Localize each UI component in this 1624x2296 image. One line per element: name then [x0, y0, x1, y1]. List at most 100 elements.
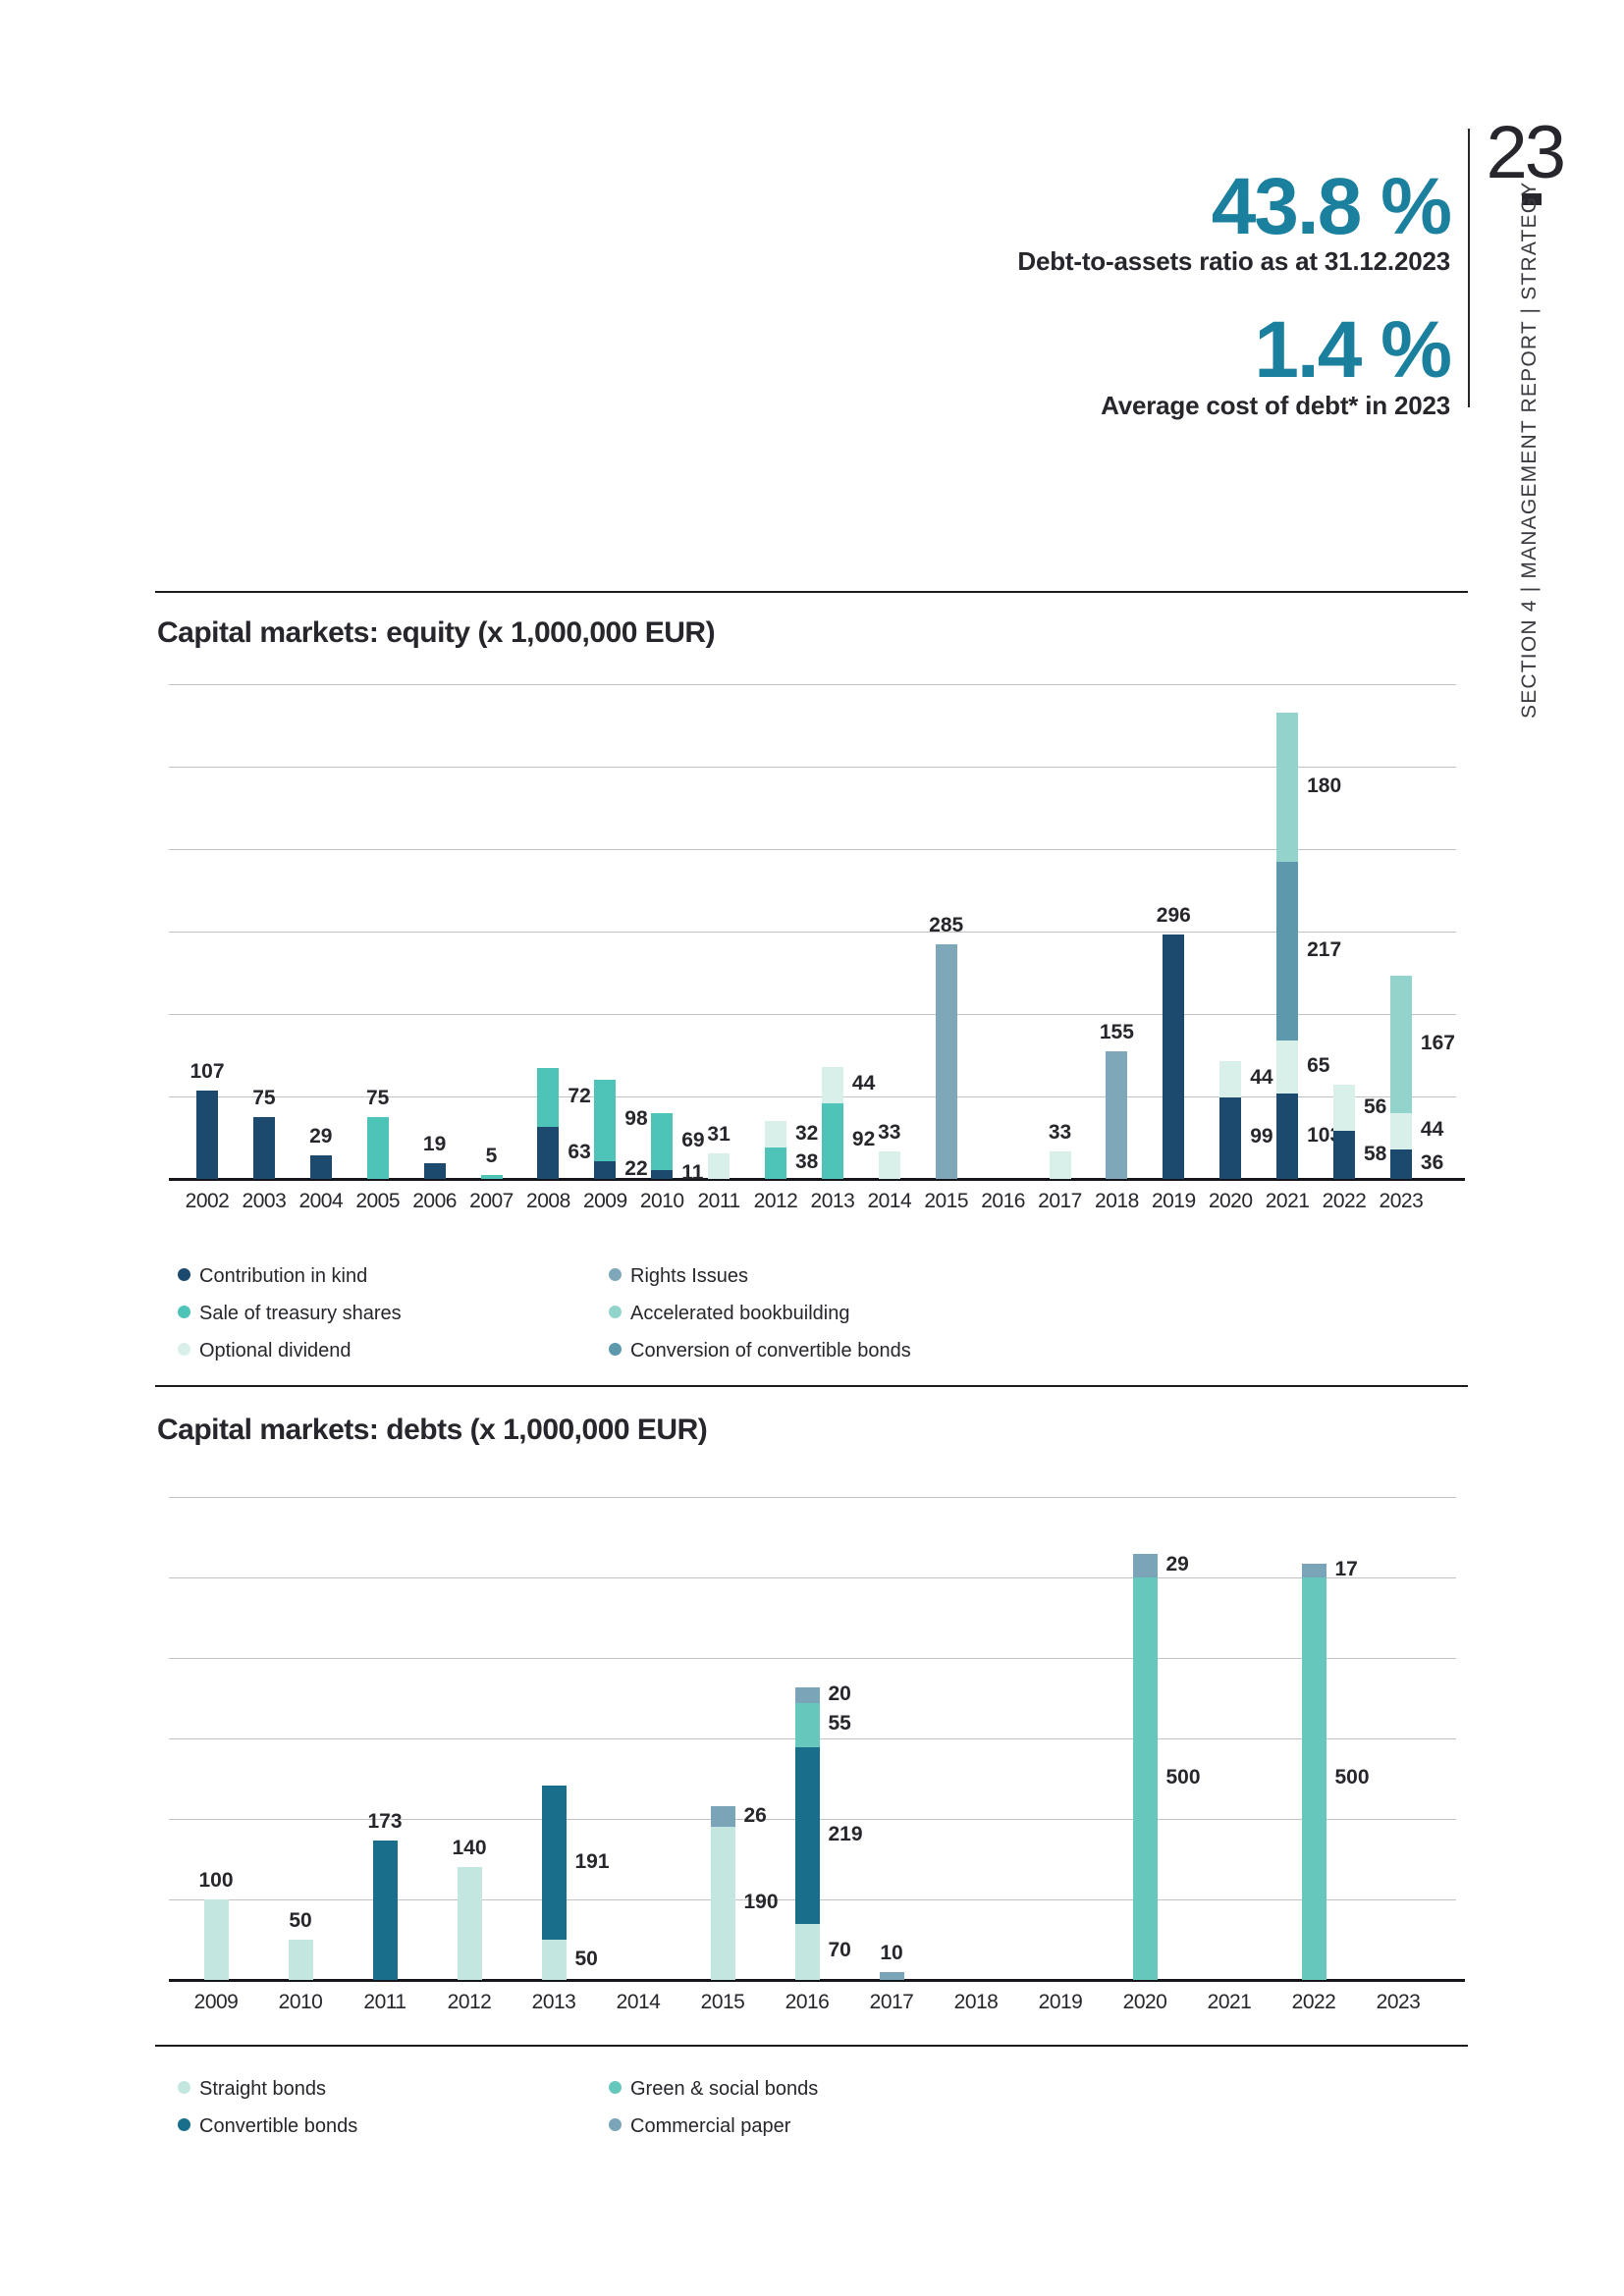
bar-value-label: 190	[743, 1891, 779, 1914]
bar-segment	[1276, 861, 1299, 1041]
axis-tick-label: 2022	[1322, 1190, 1367, 1212]
bar-value-label: 11	[681, 1161, 704, 1185]
bar-value-label: 296	[1156, 904, 1191, 928]
legend-item: Rights Issues	[630, 1265, 749, 1287]
axis-tick-label: 2015	[924, 1190, 969, 1212]
bar-segment	[1301, 1564, 1326, 1577]
bar-value-label: 100	[198, 1869, 234, 1892]
bar-segment	[537, 1127, 560, 1179]
bar-value-label: 98	[624, 1107, 648, 1131]
bar-segment	[594, 1160, 617, 1179]
bar-segment	[1219, 1060, 1242, 1097]
bar-value-label: 92	[851, 1128, 876, 1151]
gridline	[169, 1658, 1456, 1659]
bar-segment	[252, 1117, 275, 1179]
legend-item: Accelerated bookbuilding	[630, 1303, 850, 1324]
axis-tick-label: 2014	[867, 1190, 912, 1212]
axis-tick-label: 2020	[1122, 1991, 1167, 2013]
axis-tick-label: 2016	[981, 1190, 1025, 1212]
gridline	[169, 684, 1456, 685]
axis-tick-label: 2009	[582, 1190, 627, 1212]
axis-tick-label: 2010	[278, 1991, 323, 2013]
bar-segment	[1049, 1151, 1071, 1179]
bar-segment	[794, 1686, 820, 1703]
bar-value-label: 173	[367, 1810, 403, 1834]
bar-segment	[541, 1786, 567, 1940]
bar-value-label: 10	[880, 1941, 903, 1964]
page-number: 23	[1486, 111, 1566, 194]
legend-swatch	[609, 1343, 622, 1356]
gridline	[169, 1014, 1456, 1015]
bar-value-label: 63	[568, 1140, 591, 1163]
bar-segment	[821, 1102, 843, 1179]
bar-segment	[708, 1152, 731, 1179]
axis-tick-label: 2023	[1379, 1190, 1424, 1212]
gridline	[169, 849, 1456, 850]
axis-tick-label: 2022	[1291, 1991, 1336, 2013]
section-divider	[155, 2045, 1468, 2047]
bar-segment	[1389, 975, 1412, 1113]
bar-value-label: 29	[1165, 1553, 1189, 1576]
bar-segment	[480, 1174, 503, 1179]
legend-item: Sale of treasury shares	[199, 1303, 402, 1324]
bar-value-label: 58	[1364, 1142, 1387, 1165]
bar-value-label: 50	[289, 1909, 312, 1932]
bar-value-label: 17	[1334, 1558, 1358, 1581]
bar-value-label: 217	[1307, 937, 1342, 961]
bar-value-label: 19	[422, 1133, 447, 1156]
axis-tick-label: 2013	[810, 1190, 855, 1212]
bar-segment	[196, 1091, 218, 1179]
bar-value-label: 44	[851, 1072, 876, 1095]
axis-tick-label: 2007	[469, 1190, 514, 1212]
gridline	[169, 1497, 1456, 1498]
axis-tick-label: 2017	[1038, 1190, 1082, 1212]
bar-segment	[1106, 1050, 1128, 1179]
bar-value-label: 167	[1420, 1031, 1455, 1054]
legend-item: Optional dividend	[199, 1340, 352, 1362]
bar-value-label: 70	[828, 1939, 851, 1962]
sidebar-section-marker	[1522, 193, 1542, 205]
bar-segment	[203, 1899, 229, 1980]
bar-segment	[1276, 1040, 1299, 1095]
bar-segment	[1333, 1085, 1355, 1132]
axis-tick-label: 2016	[785, 1991, 830, 2013]
gridline	[169, 932, 1456, 933]
bar-value-label: 50	[574, 1947, 598, 1970]
debts-chart-title: Capital markets: debts (x 1,000,000 EUR)	[157, 1414, 708, 1446]
gridline	[169, 1096, 1456, 1097]
legend-swatch	[178, 2081, 190, 2094]
bar-segment	[594, 1080, 617, 1161]
bar-segment	[878, 1151, 900, 1179]
bar-value-label: 31	[707, 1122, 731, 1146]
bar-value-label: 75	[252, 1087, 276, 1109]
stat-debt-ratio-value: 43.8 %	[1211, 162, 1452, 251]
bar-value-label: 44	[1250, 1066, 1273, 1090]
legend-swatch	[609, 2081, 622, 2094]
bar-segment	[372, 1841, 398, 1980]
bar-value-label: 107	[189, 1060, 225, 1084]
section-divider	[155, 1385, 1468, 1387]
legend-swatch	[178, 1343, 190, 1356]
axis-tick-label: 2010	[639, 1190, 684, 1212]
bar-value-label: 5	[485, 1144, 498, 1167]
axis-tick-label: 2009	[193, 1991, 239, 2013]
axis-tick-label: 2011	[363, 1991, 406, 2013]
bar-segment	[710, 1805, 735, 1828]
axis-tick-label: 2006	[412, 1190, 457, 1212]
bar-segment	[537, 1067, 560, 1128]
bar-segment	[1389, 1112, 1412, 1149]
bar-value-label: 285	[929, 913, 964, 936]
bar-value-label: 191	[574, 1849, 610, 1873]
gridline	[169, 767, 1456, 768]
axis-tick-label: 2005	[355, 1190, 401, 1212]
bar-segment	[1333, 1131, 1355, 1179]
bar-value-label: 44	[1420, 1118, 1444, 1142]
axis-tick-label: 2002	[185, 1190, 230, 1212]
bar-value-label: 103	[1307, 1123, 1342, 1147]
legend-item: Convertible bonds	[199, 2115, 358, 2137]
bar-segment	[794, 1747, 820, 1924]
bar-segment	[765, 1148, 786, 1179]
legend-swatch	[609, 1268, 622, 1281]
